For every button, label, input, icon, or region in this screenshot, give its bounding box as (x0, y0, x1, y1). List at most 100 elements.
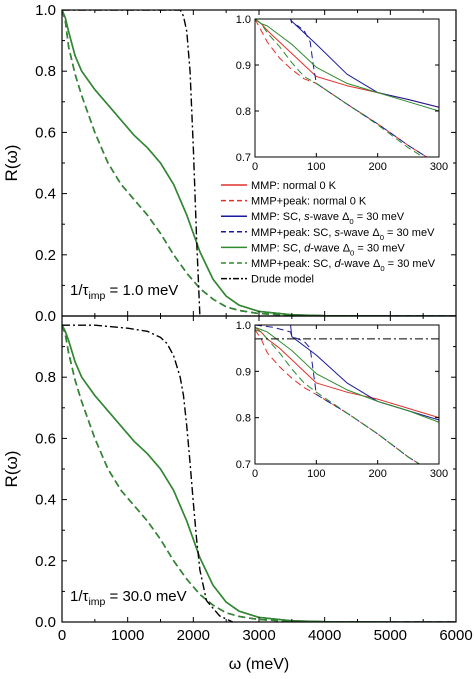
inset-x-tick-label: 0 (252, 468, 258, 480)
x-tick-label: 5000 (374, 627, 407, 644)
y-axis-label: R(ω) (2, 451, 21, 488)
legend-label-mmpp_s-part: -wave Δ (340, 227, 380, 239)
inset-x-tick-label: 100 (307, 468, 325, 480)
legend-label-mmp_d-part: -wave Δ (310, 242, 350, 254)
inset-background (255, 19, 439, 157)
series-mmp-d-wave (62, 10, 456, 316)
inset-series-mmp_s (255, 19, 439, 108)
series-mmp-d-wave (62, 324, 456, 622)
series-drude (62, 324, 234, 622)
impurity-rate-label-part: = 1.0 meV (105, 282, 178, 299)
y-tick-label: 1.0 (35, 2, 56, 19)
inset-series-mmp_d (255, 326, 439, 423)
inset-bottom: 0.7 0.8 0.9 1.0 0 100 200 300 (236, 320, 448, 480)
inset-frame (254, 18, 440, 158)
legend-label-mmpp_d-part: d (334, 258, 341, 270)
impurity-rate-label-part: 1/τ (70, 282, 89, 299)
x-tick-label: 2000 (177, 627, 210, 644)
x-tick-label: 0 (58, 627, 66, 644)
inset-y-tick-label: 1.0 (236, 320, 251, 332)
legend-label-mmpp_s-part: MMP+peak: SC, (251, 227, 334, 239)
series-mmpp-d-wave (62, 324, 456, 622)
legend-label-mmp_d-part: d (304, 242, 311, 254)
legend-label-mmpp_d-part: -wave Δ (341, 258, 381, 270)
impurity-rate-label-part: imp (88, 596, 105, 608)
y-tick-label: 0.8 (35, 369, 56, 386)
y-tick-label: 0.0 (35, 614, 56, 631)
legend-label-mmp_d: MMP: SC, d-wave Δ0 = 30 meV (251, 242, 405, 257)
inset-y-tick-label: 0.7 (236, 459, 251, 471)
panel-top: 0.0 0.2 0.4 0.6 0.8 1.0 R(ω) 1/τimp = 1.0 meV 0.… (2, 2, 457, 325)
legend-label-drude: Drude model (251, 274, 314, 286)
plot-area (62, 10, 456, 316)
legend-label-mmpp_s-part: 0 (380, 233, 384, 242)
inset-x-tick-label: 200 (368, 161, 386, 173)
y-tick-label: 0.4 (35, 492, 56, 509)
inset-y-tick-label: 0.7 (236, 152, 251, 164)
impurity-rate-label-part: = 30.0 meV (105, 588, 186, 605)
inset-y-tick-label: 1.0 (236, 14, 251, 26)
y-axis-label: R(ω) (2, 145, 21, 182)
legend-label-mmp_s-part: = 30 meV (354, 211, 405, 223)
inset-x-tick-label: 300 (430, 161, 448, 173)
legend-label-mmp_s-part: -wave Δ (310, 211, 350, 223)
inset-y-tick-label: 0.9 (236, 60, 251, 72)
inset-series-mmpp_n (255, 329, 421, 464)
legend-label-mmp_d-part: MMP: SC, (251, 242, 304, 254)
plot-area (62, 324, 456, 622)
legend-label-mmp_s-part: MMP: SC, (251, 211, 304, 223)
inset-y-tick-label: 0.8 (236, 106, 251, 118)
legend-label-mmp_s-part: s (304, 211, 310, 223)
x-tick-label: 3000 (242, 627, 275, 644)
panel-bottom: 0.00.20.40.60.80 1000 2000 3000 4000 5000 6000… (2, 315, 473, 644)
inset-series-mmpp_n (255, 19, 428, 157)
impurity-rate-label: 1/τimp = 30.0 meV (70, 588, 187, 608)
y-tick-label: 0.6 (35, 430, 56, 447)
legend-label-mmp_s-part: 0 (349, 217, 353, 226)
series-drude (62, 10, 201, 316)
legend-label-mmpp_s-part: s (334, 227, 340, 239)
legend-label-mmpp_d-part: MMP+peak: SC, (251, 258, 334, 270)
inset-x-tick-label: 0 (252, 161, 258, 173)
legend-label-mmpp_d-part: = 30 meV (385, 258, 436, 270)
inset-background (255, 325, 439, 464)
legend-label-mmp_d-part: 0 (350, 248, 354, 257)
y-tick-label: 0.6 (35, 124, 56, 141)
inset-series-mmpp_s (255, 325, 421, 464)
inset-series-mmpp_d (255, 19, 424, 157)
inset-x-tick-label: 300 (430, 468, 448, 480)
y-tick-label: 0.2 (35, 247, 56, 264)
inset-plot-area (255, 325, 439, 464)
inset-x-tick-label: 100 (307, 161, 325, 173)
inset-y-tick-label: 0.8 (236, 413, 251, 425)
legend-label-mmpp_s-part: = 30 meV (384, 227, 435, 239)
inset-plot-area (255, 19, 439, 157)
legend-label-mmp_n: MMP: normal 0 K (251, 180, 337, 192)
y-tick-label: 0.2 (35, 553, 56, 570)
inset-series-mmpp_d (255, 329, 421, 464)
series-mmpp-d-wave (62, 10, 456, 316)
impurity-rate-label: 1/τimp = 1.0 meV (70, 282, 178, 302)
legend-label-mmpp_s: MMP+peak: SC, s-wave Δ0 = 30 meV (251, 227, 435, 242)
y-tick-label: 0.4 (35, 186, 56, 203)
x-tick-label: 6000 (439, 627, 472, 644)
y-tick-label: 0.8 (35, 63, 56, 80)
inset-series-mmp_d (255, 19, 439, 112)
legend-label-mmpp_n: MMP+peak: normal 0 K (251, 196, 367, 208)
inset-frame (254, 324, 440, 465)
legend-label-mmp_s: MMP: SC, s-wave Δ0 = 30 meV (251, 211, 405, 226)
inset-y-tick-label: 0.9 (236, 366, 251, 378)
y-tick-label: 0.0 (35, 308, 56, 325)
x-axis-label: ω (meV) (229, 656, 290, 673)
impurity-rate-label-part: imp (88, 290, 105, 302)
impurity-rate-label-part: 1/τ (70, 588, 89, 605)
legend: MMP: normal 0 K MMP+peak: normal 0 K MMP: … (221, 180, 436, 286)
legend-label-mmpp_d: MMP+peak: SC, d-wave Δ0 = 30 meV (251, 258, 436, 273)
legend-label-mmp_d-part: = 30 meV (354, 242, 405, 254)
inset-top: 0.7 0.8 0.9 1.0 0 100 200 300 (236, 14, 448, 173)
legend-label-mmpp_d-part: 0 (380, 264, 384, 273)
inset-x-tick-label: 200 (368, 468, 386, 480)
inset-series-mmpp_s (255, 19, 428, 157)
x-tick-label: 4000 (308, 627, 341, 644)
